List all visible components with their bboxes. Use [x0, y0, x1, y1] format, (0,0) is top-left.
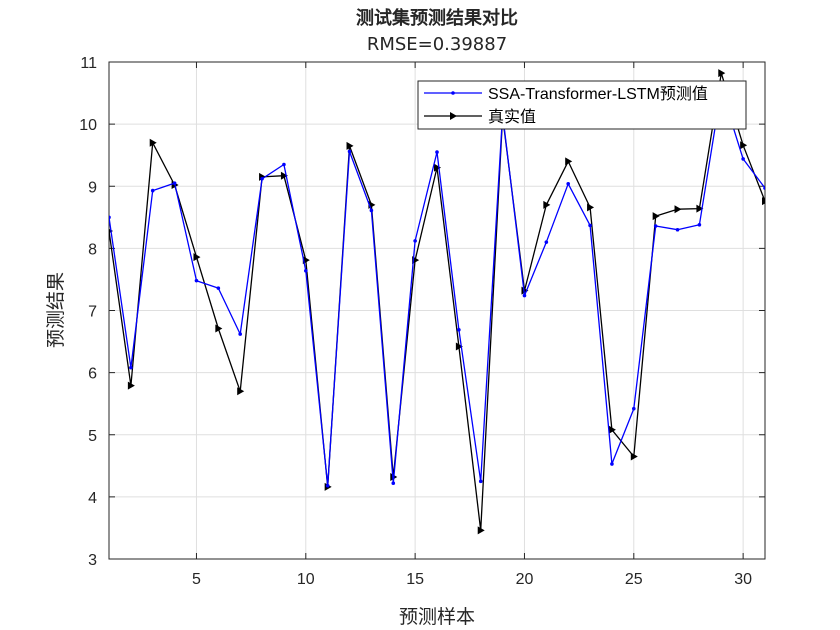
point-actual	[674, 205, 682, 214]
point-prediction	[457, 327, 461, 332]
y-tick-label: 4	[88, 490, 97, 507]
point-prediction	[566, 181, 570, 186]
point-actual	[455, 342, 463, 351]
chart-subtitle: RMSE=0.39887	[367, 34, 507, 55]
point-actual	[215, 324, 223, 333]
y-tick-label: 5	[88, 428, 97, 445]
y-tick-label: 8	[88, 241, 97, 258]
point-actual	[543, 200, 551, 209]
point-actual	[237, 387, 245, 396]
x-tick-label: 20	[516, 571, 534, 588]
point-prediction	[347, 149, 352, 154]
point-actual	[652, 212, 660, 221]
point-prediction	[325, 483, 330, 488]
point-actual	[696, 204, 704, 213]
point-prediction	[544, 240, 549, 244]
point-actual	[434, 163, 441, 172]
point-actual	[630, 452, 638, 461]
point-actual	[718, 69, 726, 78]
x-axis-label: 预测样本	[399, 606, 475, 628]
legend: SSA-Transformer-LSTM预测值 真实值	[417, 80, 747, 130]
point-prediction	[129, 365, 133, 370]
point-prediction	[478, 479, 483, 484]
point-actual	[193, 253, 201, 262]
y-tick-label: 6	[88, 366, 97, 383]
y-tick-label: 10	[79, 117, 97, 134]
point-prediction	[763, 186, 765, 190]
point-prediction	[653, 224, 658, 228]
point-prediction	[172, 181, 177, 185]
point-actual	[740, 141, 748, 150]
point-actual	[477, 526, 485, 535]
y-axis-label: 预测结果	[45, 272, 67, 348]
x-tick-labels: 5 10 15 20 25 30	[192, 571, 752, 588]
y-tick-label: 11	[80, 55, 97, 72]
legend-box	[417, 80, 747, 130]
chart-title: 测试集预测结果对比	[356, 7, 518, 29]
point-prediction	[632, 406, 636, 411]
legend-label-actual: 真实值	[488, 108, 536, 126]
point-prediction	[741, 157, 745, 161]
point-prediction	[260, 176, 264, 181]
y-tick-labels: 3 4 5 6 7 8 9 10 11	[79, 55, 97, 569]
y-tick-label: 3	[88, 552, 97, 569]
point-actual	[608, 425, 616, 434]
x-tick-label: 10	[297, 571, 315, 588]
point-prediction	[304, 268, 308, 273]
point-prediction	[150, 188, 155, 193]
point-prediction	[369, 208, 374, 213]
point-actual	[565, 157, 573, 166]
point-prediction	[675, 227, 680, 232]
x-tick-label: 15	[406, 571, 424, 588]
point-prediction	[588, 223, 592, 228]
legend-label-prediction: SSA-Transformer-LSTM预测值	[488, 85, 708, 103]
point-actual	[127, 381, 135, 390]
y-tick-label: 9	[88, 179, 97, 196]
point-actual	[587, 203, 595, 212]
point-actual	[346, 141, 354, 150]
point-prediction	[238, 332, 242, 336]
point-actual	[280, 171, 288, 180]
point-prediction	[282, 162, 286, 167]
x-tick-label: 25	[625, 571, 643, 588]
x-tick-label: 30	[734, 571, 752, 588]
point-actual	[762, 197, 765, 206]
point-actual	[149, 138, 157, 147]
point-prediction	[697, 222, 702, 227]
y-tick-label: 7	[88, 304, 97, 321]
legend-marker-prediction	[451, 91, 455, 95]
point-prediction	[522, 293, 527, 298]
point-prediction	[391, 481, 396, 486]
point-prediction	[109, 215, 111, 220]
point-prediction	[435, 150, 439, 154]
x-tick-label: 5	[192, 571, 201, 588]
axis-ticks	[109, 61, 765, 560]
point-prediction	[413, 239, 417, 243]
point-prediction	[216, 286, 221, 290]
point-prediction	[194, 278, 199, 283]
legend-marker-actual	[450, 112, 457, 120]
point-prediction	[610, 462, 614, 466]
